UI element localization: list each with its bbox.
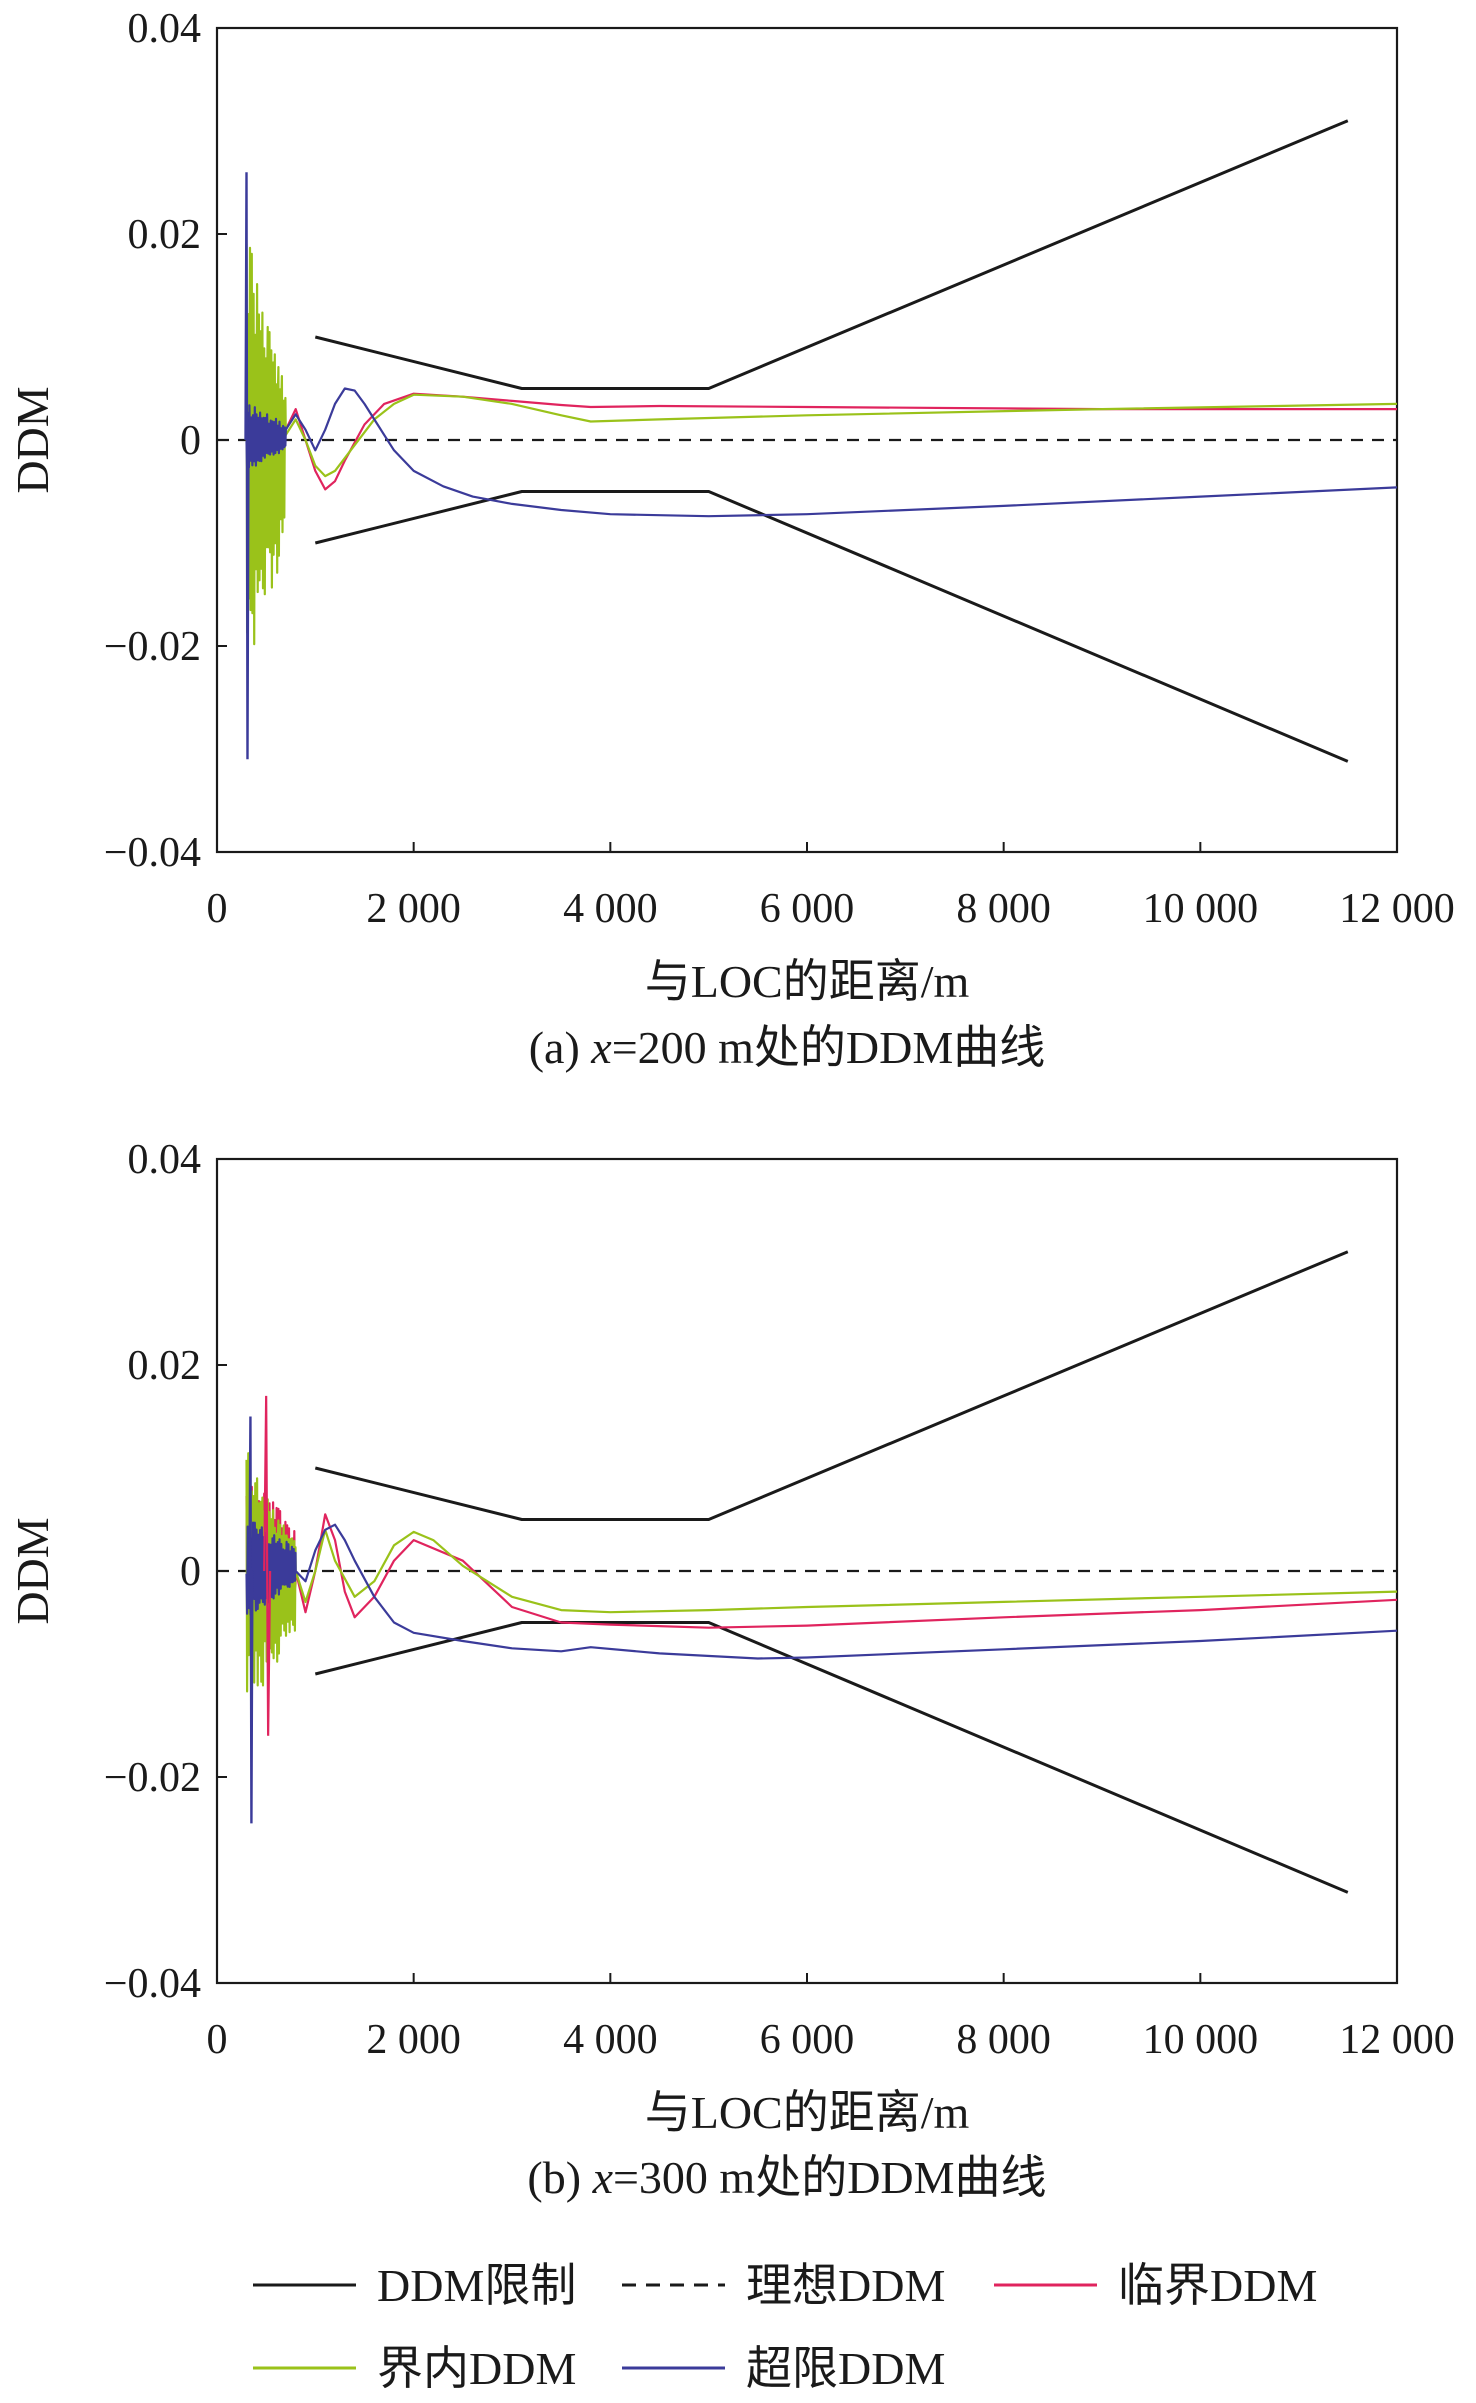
y-tick-label: −0.04: [104, 1961, 201, 2007]
y-tick-label: −0.02: [104, 624, 201, 670]
x-axis-title: 与LOC的距离/m: [645, 2087, 970, 2138]
series-line: [245, 392, 1397, 491]
series-line: [245, 1452, 1397, 1693]
plot-area: [217, 1250, 1397, 1894]
plot-area: [217, 119, 1397, 763]
y-tick-label: 0.02: [128, 1343, 202, 1389]
panel-b: 0 2 000 4 000 6 000 8 000 10 000 12 000 0.04 0.0…: [7, 1137, 1455, 2203]
legend-label: 超限DDM: [746, 2343, 945, 2394]
x-axis-title: 与LOC的距离/m: [645, 956, 970, 1007]
x-tick-label: 6 000: [760, 2017, 855, 2063]
legend-label: 界内DDM: [377, 2343, 576, 2394]
y-tick-label: 0: [180, 418, 201, 464]
panel-caption: (b) x=300 m处的DDM曲线: [527, 2152, 1046, 2203]
panel-caption: (a) x=200 m处的DDM曲线: [529, 1022, 1046, 1073]
series-line: [245, 387, 1397, 518]
x-tick-label: 10 000: [1143, 886, 1259, 932]
x-tick-label: 0: [207, 2017, 228, 2063]
x-tick-label: 8 000: [956, 886, 1051, 932]
panel-a: 0 2 000 4 000 6 000 8 000 10 000 12 000 0.04 0.0…: [7, 6, 1455, 1073]
x-tick-label: 2 000: [366, 886, 461, 932]
x-tick-label: 8 000: [956, 2017, 1051, 2063]
series-spike: [248, 1416, 254, 1824]
legend: DDM限制 理想DDM 临界DDM 界内DDM 超限DDM: [253, 2260, 1317, 2394]
legend-label: 理想DDM: [746, 2260, 945, 2311]
y-tick-label: −0.02: [104, 1755, 201, 1801]
x-tick-label: 2 000: [366, 2017, 461, 2063]
y-tick-label: 0.04: [128, 6, 202, 52]
legend-label: 临界DDM: [1118, 2260, 1317, 2311]
x-tick-label: 4 000: [563, 2017, 658, 2063]
series-line: [314, 1621, 1349, 1894]
series-line: [314, 1250, 1349, 1521]
y-tick-label: −0.04: [104, 830, 201, 876]
legend-label: DDM限制: [377, 2260, 576, 2311]
x-tick-label: 12 000: [1339, 886, 1455, 932]
x-tick-label: 0: [207, 886, 228, 932]
series-spike: [263, 1395, 272, 1736]
series-spike: [244, 172, 250, 760]
x-tick-label: 4 000: [563, 886, 658, 932]
series-line: [314, 119, 1349, 390]
series-line: [245, 243, 1397, 646]
y-axis-title: DDM: [7, 1517, 58, 1624]
series-line: [245, 1481, 1397, 1640]
series-line: [245, 1521, 1397, 1660]
y-axis-title: DDM: [7, 386, 58, 493]
x-tick-label: 10 000: [1143, 2017, 1259, 2063]
y-tick-label: 0.02: [128, 212, 202, 258]
x-tick-label: 12 000: [1339, 2017, 1455, 2063]
y-tick-label: 0.04: [128, 1137, 202, 1183]
x-tick-label: 6 000: [760, 886, 855, 932]
series-line: [314, 490, 1349, 763]
y-tick-label: 0: [180, 1549, 201, 1595]
